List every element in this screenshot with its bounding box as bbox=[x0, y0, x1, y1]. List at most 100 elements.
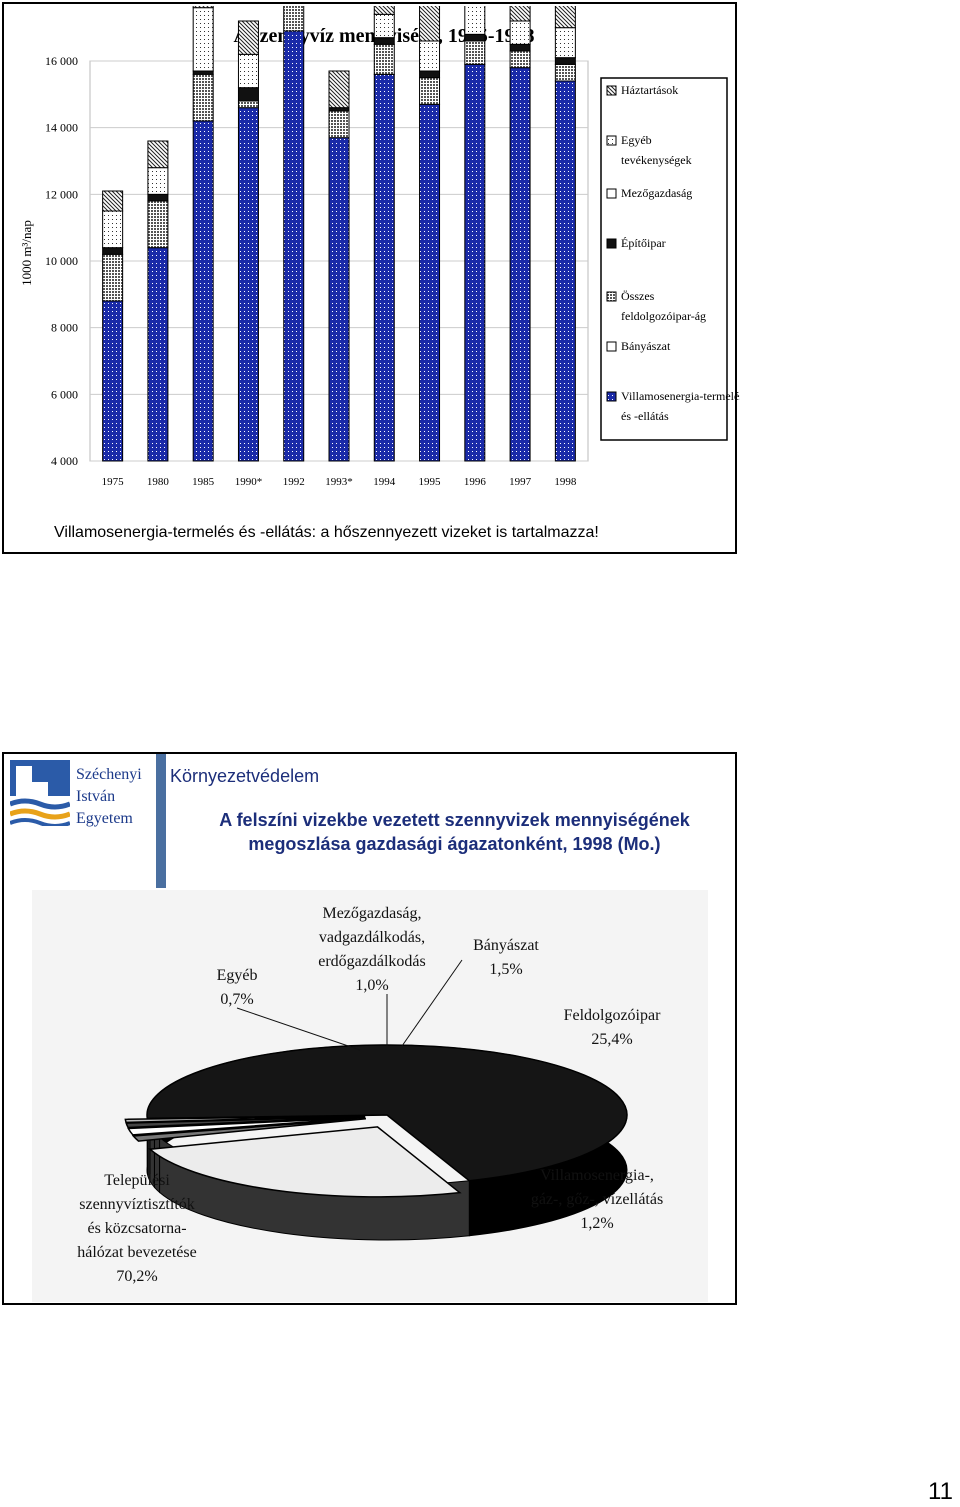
pie-slice bbox=[124, 1115, 366, 1124]
pie-label-line: Mezőgazdaság, bbox=[322, 905, 421, 922]
pie-label-line: gáz-, gőz-, vízellátás bbox=[531, 1191, 663, 1208]
slide-pie-chart: Széchenyi István Egyetem Környezetvédele… bbox=[2, 752, 737, 1305]
pie-label-value: 70,2% bbox=[116, 1268, 157, 1285]
pie-label-line: és közcsatorna- bbox=[87, 1220, 186, 1237]
university-name-line: István bbox=[76, 788, 116, 805]
bar-segment bbox=[237, 87, 259, 102]
legend-swatch bbox=[606, 341, 617, 352]
pie-label-telepulesi: Települési szennyvíztisztítók és közcsat… bbox=[77, 1172, 196, 1285]
pie-label-line: Egyéb bbox=[217, 967, 258, 984]
bar-segment bbox=[373, 6, 395, 15]
legend-box bbox=[600, 77, 728, 441]
bar-segment bbox=[147, 247, 169, 462]
x-tick-label: 1998 bbox=[554, 476, 577, 488]
x-tick-label: 1975 bbox=[102, 476, 125, 488]
bar-segment bbox=[283, 6, 305, 32]
bar-segment bbox=[102, 210, 124, 249]
bar-segment bbox=[554, 6, 576, 29]
pie-slice bbox=[127, 1116, 366, 1136]
bar-segment bbox=[192, 73, 214, 122]
slide2-title-line: A felszíni vizekbe vezetett szennyvizek … bbox=[219, 810, 690, 830]
university-name: Széchenyi István Egyetem bbox=[76, 764, 142, 830]
pie-label-feldolgozo: Feldolgozóipar 25,4% bbox=[564, 1007, 662, 1048]
slide2-title: A felszíni vizekbe vezetett szennyvizek … bbox=[172, 808, 737, 856]
bar-segment bbox=[328, 137, 350, 462]
legend-label: Villamosenergia-termelés és -ellátás bbox=[621, 389, 740, 423]
pie-slice bbox=[148, 1126, 462, 1198]
bar-segment bbox=[554, 27, 576, 59]
legend-label: Mezőgazdaság bbox=[621, 186, 692, 200]
university-name-line: Egyetem bbox=[76, 810, 133, 827]
pie-chart: Települési szennyvíztisztítók és közcsat… bbox=[32, 890, 708, 1302]
bar-segment bbox=[237, 53, 259, 89]
y-tick-label: 14 000 bbox=[45, 121, 78, 135]
bar-segment bbox=[102, 300, 124, 462]
bar-segment bbox=[328, 70, 350, 109]
pie-leader-line bbox=[401, 959, 463, 1047]
pie-label-egyeb: Egyéb 0,7% bbox=[217, 967, 258, 1008]
bar-segment bbox=[373, 13, 395, 39]
bar-segment bbox=[509, 67, 531, 462]
bar-segment bbox=[237, 20, 259, 55]
pie-label-line: Települési bbox=[104, 1172, 170, 1189]
bar-segment bbox=[102, 247, 124, 255]
y-tick-label: 12 000 bbox=[45, 187, 78, 201]
slide-bar-chart: A szennyvíz mennyisége, 1975-1998 1000 m… bbox=[2, 2, 740, 554]
bar-segment bbox=[554, 80, 576, 462]
bar-segment bbox=[192, 7, 214, 72]
pie-label-line: szennyvíztisztítók bbox=[79, 1196, 195, 1213]
bar-segment bbox=[419, 77, 441, 105]
pie-label-banyaszat: Bányászat 1,5% bbox=[473, 937, 539, 978]
pie-label-value: 1,0% bbox=[355, 977, 388, 994]
bar-segment bbox=[373, 37, 395, 45]
legend-label: Háztartások bbox=[621, 83, 678, 97]
bar-segment bbox=[147, 193, 169, 202]
legend-swatch bbox=[606, 291, 617, 302]
bar-segment bbox=[192, 120, 214, 462]
bar-segment bbox=[464, 33, 486, 42]
bar-segment bbox=[554, 57, 576, 65]
legend-label: Összes feldolgozóipar-ág bbox=[621, 289, 706, 323]
x-tick-label: 1985 bbox=[192, 476, 215, 488]
pie-slice bbox=[131, 1117, 366, 1142]
bar-segment bbox=[419, 6, 441, 42]
x-tick-label: 1997 bbox=[509, 476, 532, 488]
bar-segment bbox=[554, 63, 576, 82]
pie-label-value: 0,7% bbox=[220, 991, 253, 1008]
slide2-title-line: megoszlása gazdasági ágazatonként, 1998 … bbox=[248, 834, 661, 854]
bar-segment bbox=[328, 110, 350, 139]
y-tick-label: 16 000 bbox=[45, 54, 78, 68]
bar-segment bbox=[509, 20, 531, 45]
bar-segment bbox=[419, 40, 441, 72]
pie-label-line: vadgazdálkodás, bbox=[319, 929, 425, 946]
bar-segment bbox=[283, 30, 305, 462]
bar-segment bbox=[509, 50, 531, 69]
legend-swatch bbox=[606, 188, 617, 199]
legend-swatch bbox=[606, 85, 617, 96]
pie-label-line: Feldolgozóipar bbox=[564, 1007, 662, 1024]
legend-label: Építőipar bbox=[621, 236, 666, 250]
x-tick-label: 1996 bbox=[464, 476, 487, 488]
bar-segment bbox=[237, 100, 259, 109]
bar-segment bbox=[419, 103, 441, 462]
y-tick-label: 4 000 bbox=[51, 454, 78, 468]
pie-label-line: hálózat bevezetése bbox=[77, 1244, 196, 1261]
bar-segment bbox=[147, 200, 169, 249]
bar-segment bbox=[192, 6, 214, 9]
y-tick-label: 8 000 bbox=[51, 321, 78, 335]
x-tick-label: 1980 bbox=[147, 476, 170, 488]
bar-segment bbox=[464, 40, 486, 65]
pie-slice bbox=[146, 1044, 628, 1182]
page-number: 11 bbox=[928, 1478, 953, 1505]
legend-swatch bbox=[606, 135, 617, 146]
legend-swatch bbox=[606, 391, 617, 402]
x-tick-label: 1990* bbox=[235, 476, 263, 488]
bar-segment bbox=[147, 167, 169, 195]
bar-segment bbox=[102, 190, 124, 212]
x-tick-label: 1994 bbox=[373, 476, 396, 488]
y-axis-label: 1000 m³/nap bbox=[19, 220, 34, 286]
slide1-caption: Villamosenergia-termelés és -ellátás: a … bbox=[54, 524, 599, 541]
pie-label-value: 1,5% bbox=[489, 961, 522, 978]
university-name-line: Széchenyi bbox=[76, 766, 142, 783]
bar-segment bbox=[147, 140, 169, 169]
